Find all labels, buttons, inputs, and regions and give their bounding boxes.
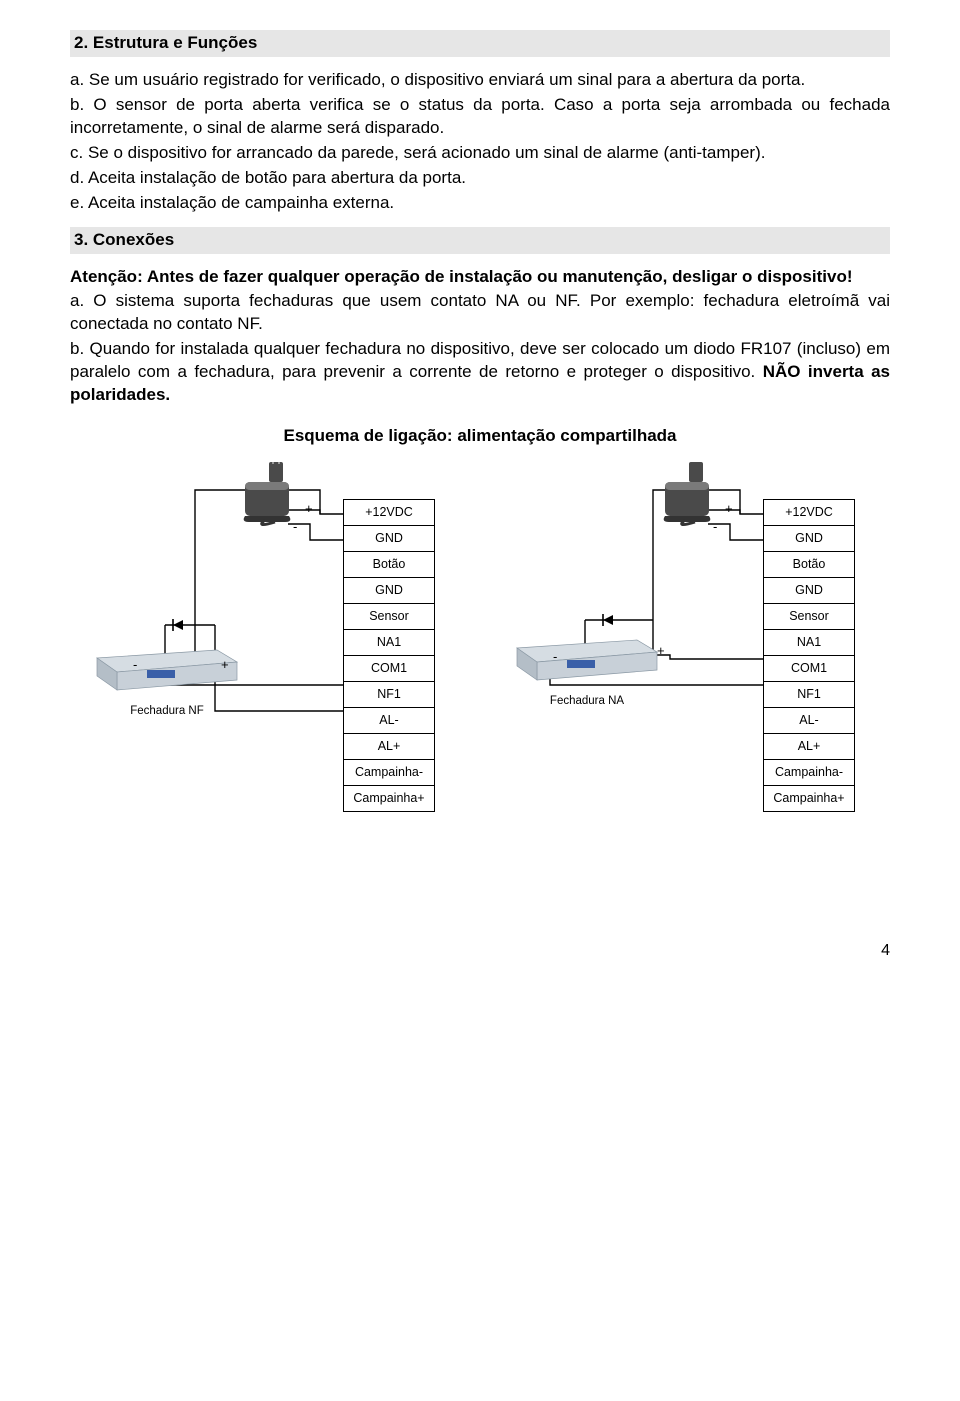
lock-nf-label: Fechadura NF: [87, 704, 247, 720]
terminal-block-left: +12VDC GND Botão GND Sensor NA1 COM1 NF1…: [343, 500, 435, 812]
terminal: AL+: [763, 733, 855, 760]
minus-sign: -: [293, 518, 297, 536]
terminal: GND: [343, 577, 435, 604]
terminal: COM1: [343, 655, 435, 682]
terminal: Botão: [343, 551, 435, 578]
section2-item-d: d. Aceita instalação de botão para abert…: [70, 167, 890, 190]
section3-item-b: b. Quando for instalada qualquer fechadu…: [70, 338, 890, 407]
terminal: AL-: [343, 707, 435, 734]
lock-plus: +: [221, 656, 229, 674]
lock-na-icon: Fechadura NA: [507, 630, 667, 709]
terminal: Sensor: [343, 603, 435, 630]
section2-item-b: b. O sensor de porta aberta verifica se …: [70, 94, 890, 140]
terminal: Campainha-: [343, 759, 435, 786]
terminal: +12VDC: [343, 499, 435, 526]
section2-item-c: c. Se o dispositivo for arrancado da par…: [70, 142, 890, 165]
terminal: +12VDC: [763, 499, 855, 526]
section2-item-a: a. Se um usuário registrado for verifica…: [70, 69, 890, 92]
section2-item-e: e. Aceita instalação de campainha extern…: [70, 192, 890, 215]
plus-sign: +: [725, 500, 733, 518]
minus-sign: -: [713, 518, 717, 536]
terminal: Campainha+: [763, 785, 855, 812]
page-number: 4: [70, 940, 890, 962]
terminal-block-right: +12VDC GND Botão GND Sensor NA1 COM1 NF1…: [763, 500, 855, 812]
section3-heading: 3. Conexões: [70, 227, 890, 254]
diagram-title: Esquema de ligação: alimentação comparti…: [70, 425, 890, 448]
lock-minus: -: [553, 648, 557, 666]
terminal: Campainha+: [343, 785, 435, 812]
terminal: AL+: [343, 733, 435, 760]
terminal: NF1: [343, 681, 435, 708]
plus-sign: +: [305, 500, 313, 518]
terminal: NF1: [763, 681, 855, 708]
terminal: GND: [763, 525, 855, 552]
lock-minus: -: [133, 656, 137, 674]
section3-item-a: a. O sistema suporta fechaduras que usem…: [70, 290, 890, 336]
diagram-container: + - Fechadura NF - + +12VDC GND Botão GN…: [70, 470, 890, 850]
terminal: NA1: [343, 629, 435, 656]
lock-nf-icon: Fechadura NF: [87, 640, 247, 719]
section3-attention: Atenção: Antes de fazer qualquer operaçã…: [70, 266, 890, 289]
terminal: NA1: [763, 629, 855, 656]
lock-na-label: Fechadura NA: [507, 694, 667, 710]
terminal: GND: [763, 577, 855, 604]
section2-heading: 2. Estrutura e Funções: [70, 30, 890, 57]
diagram-left: + - Fechadura NF - + +12VDC GND Botão GN…: [85, 470, 455, 850]
terminal: Botão: [763, 551, 855, 578]
terminal: Sensor: [763, 603, 855, 630]
terminal: GND: [343, 525, 435, 552]
terminal: AL-: [763, 707, 855, 734]
terminal: COM1: [763, 655, 855, 682]
diagram-right: + - Fechadura NA - + +12VDC GND Botão GN…: [505, 470, 875, 850]
lock-plus: +: [657, 642, 665, 660]
terminal: Campainha-: [763, 759, 855, 786]
